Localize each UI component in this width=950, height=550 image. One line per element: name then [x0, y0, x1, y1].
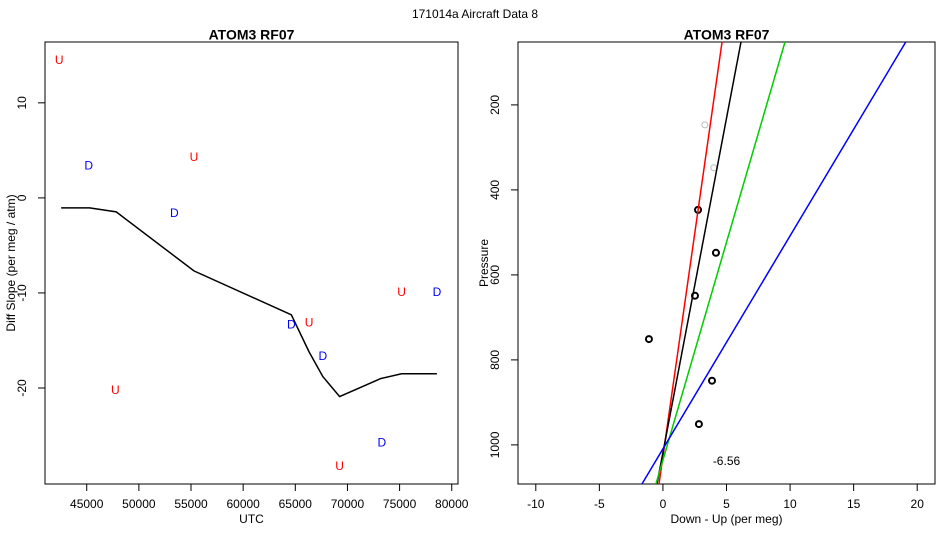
point — [701, 121, 709, 129]
y-axis-label: Pressure — [477, 239, 491, 287]
figure-title: 171014a Aircraft Data 8 — [412, 7, 538, 21]
x-axis-label: Down - Up (per meg) — [670, 512, 782, 526]
x-tick-label: 75000 — [383, 497, 417, 511]
y-tick-label: 1000 — [488, 431, 502, 458]
x-tick-label: 50000 — [122, 497, 156, 511]
x-tick-label: 15 — [847, 497, 861, 511]
point — [711, 248, 720, 257]
line — [658, 42, 723, 484]
annotation: -6.56 — [713, 454, 741, 468]
x-tick-label: 20 — [911, 497, 925, 511]
x-tick-label: 65000 — [279, 497, 313, 511]
y-tick-label: 400 — [488, 180, 502, 200]
y-tick-label: 0 — [15, 194, 29, 201]
line — [656, 42, 742, 484]
point-letter: D — [319, 349, 328, 363]
point-letter: U — [397, 285, 406, 299]
point-letter: D — [433, 285, 442, 299]
y-axis-label: Diff Slope (per meg / atm) — [4, 194, 18, 331]
x-tick-label: 5 — [723, 497, 730, 511]
y-tick-label: 600 — [488, 265, 502, 285]
y-tick-label: -20 — [15, 379, 29, 397]
point-letter: D — [287, 317, 296, 331]
line — [61, 207, 437, 398]
point-letter: D — [84, 159, 93, 173]
line — [641, 42, 907, 484]
point-letter: U — [55, 53, 64, 67]
x-tick-label: 45000 — [70, 497, 104, 511]
x-tick-label: 80000 — [435, 497, 469, 511]
x-tick-label: 0 — [660, 497, 667, 511]
plot-box — [517, 41, 936, 485]
point — [710, 164, 718, 172]
point-letter: U — [335, 459, 344, 473]
x-tick-label: -10 — [527, 497, 545, 511]
x-tick-label: -5 — [594, 497, 605, 511]
point-letter: D — [378, 435, 387, 449]
x-tick-label: 70000 — [331, 497, 365, 511]
point-letter: U — [190, 150, 199, 164]
point — [694, 420, 703, 429]
panel-title: ATOM3 RF07 — [684, 27, 770, 43]
point — [644, 335, 653, 344]
plot-area — [641, 42, 907, 484]
point-letter: D — [170, 206, 179, 220]
y-tick-label: 200 — [488, 95, 502, 115]
x-tick-label: 60000 — [226, 497, 260, 511]
point-letter: U — [111, 383, 120, 397]
x-tick-label: 55000 — [174, 497, 208, 511]
y-tick-label: -10 — [15, 284, 29, 302]
x-tick-label: 10 — [783, 497, 797, 511]
point — [690, 291, 699, 300]
plot-box — [44, 41, 459, 485]
y-tick-label: 10 — [15, 96, 29, 110]
line — [655, 42, 786, 484]
point-letter: U — [305, 316, 314, 330]
panel-title: ATOM3 RF07 — [209, 27, 295, 43]
x-axis-label: UTC — [239, 512, 264, 526]
point — [708, 376, 717, 385]
y-tick-label: 800 — [488, 350, 502, 370]
